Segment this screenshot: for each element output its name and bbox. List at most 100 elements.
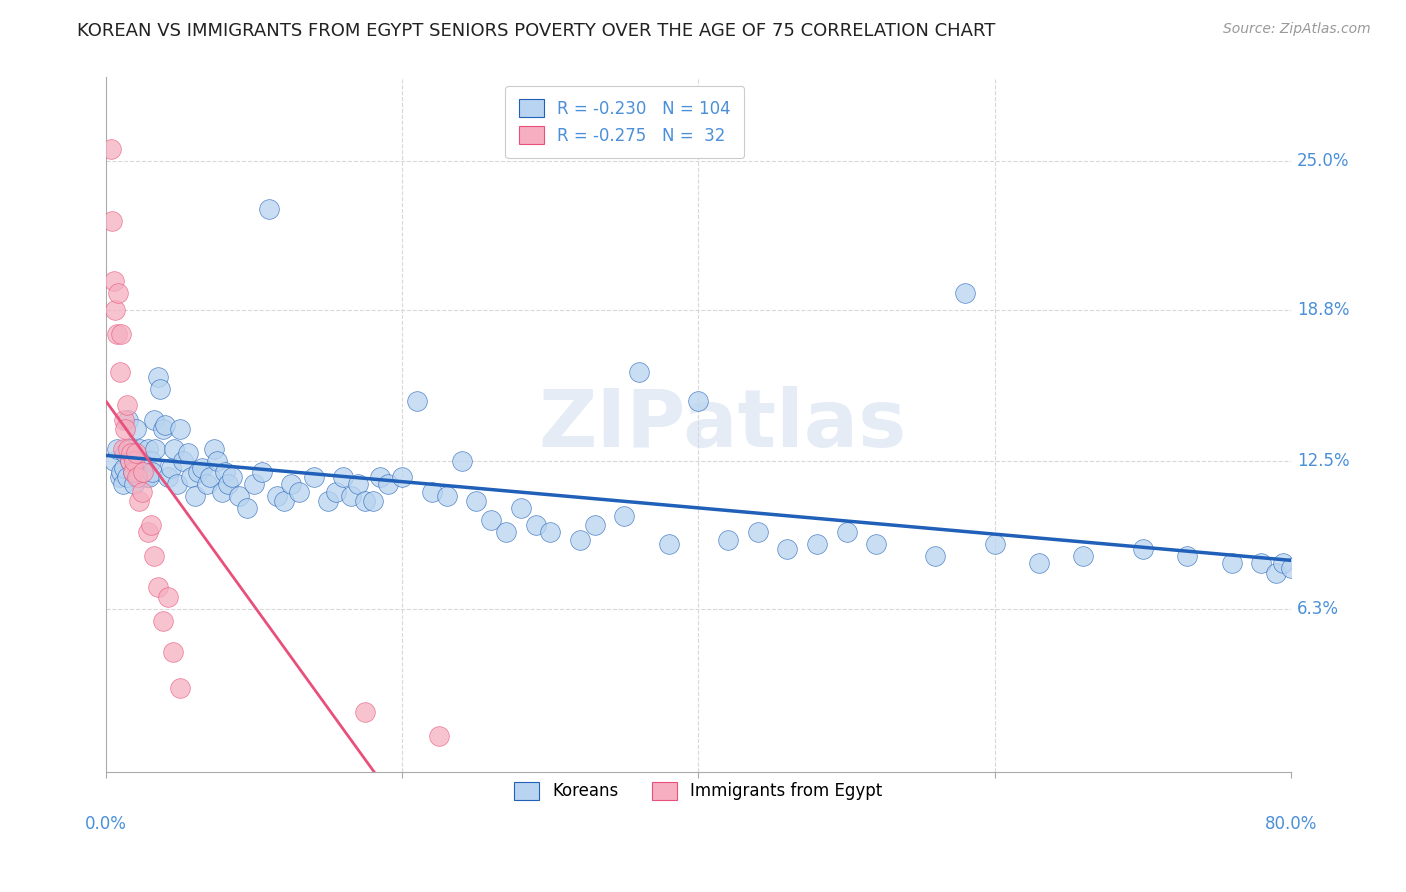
Point — [184, 490, 207, 504]
Point — [131, 484, 153, 499]
Point — [135, 470, 157, 484]
Point — [465, 494, 488, 508]
Point — [155, 417, 177, 432]
Text: Source: ZipAtlas.com: Source: ZipAtlas.com — [1223, 22, 1371, 37]
Point — [124, 477, 146, 491]
Point — [125, 422, 148, 436]
Point — [169, 681, 191, 695]
Legend: Koreans, Immigrants from Egypt: Koreans, Immigrants from Egypt — [502, 770, 894, 812]
Point — [406, 393, 429, 408]
Text: KOREAN VS IMMIGRANTS FROM EGYPT SENIORS POVERTY OVER THE AGE OF 75 CORRELATION C: KOREAN VS IMMIGRANTS FROM EGYPT SENIORS … — [77, 22, 995, 40]
Point — [132, 466, 155, 480]
Point — [1028, 557, 1050, 571]
Point — [524, 518, 547, 533]
Point — [1279, 561, 1302, 575]
Point — [124, 453, 146, 467]
Point — [166, 477, 188, 491]
Point — [172, 453, 194, 467]
Point — [143, 442, 166, 456]
Point — [128, 494, 150, 508]
Point — [104, 302, 127, 317]
Point — [139, 518, 162, 533]
Point — [1220, 557, 1243, 571]
Point — [628, 365, 651, 379]
Point — [217, 477, 239, 491]
Point — [613, 508, 636, 523]
Point — [142, 413, 165, 427]
Point — [103, 453, 125, 467]
Point — [128, 470, 150, 484]
Point — [1073, 549, 1095, 564]
Point — [865, 537, 887, 551]
Point — [236, 501, 259, 516]
Point — [221, 470, 243, 484]
Point — [117, 413, 139, 427]
Point — [924, 549, 946, 564]
Point — [569, 533, 592, 547]
Point — [658, 537, 681, 551]
Point — [114, 422, 136, 436]
Text: 6.3%: 6.3% — [1296, 600, 1339, 618]
Point — [273, 494, 295, 508]
Point — [436, 490, 458, 504]
Point — [207, 453, 229, 467]
Point — [187, 466, 209, 480]
Point — [1132, 542, 1154, 557]
Point — [105, 442, 128, 456]
Point — [162, 645, 184, 659]
Point — [1264, 566, 1286, 580]
Point — [118, 453, 141, 467]
Point — [100, 142, 122, 156]
Point — [368, 470, 391, 484]
Point — [583, 518, 606, 533]
Text: 0.0%: 0.0% — [86, 815, 127, 833]
Point — [339, 490, 361, 504]
Point — [112, 413, 135, 427]
Point — [115, 399, 138, 413]
Point — [1272, 557, 1295, 571]
Point — [180, 470, 202, 484]
Point — [122, 466, 145, 480]
Point — [429, 729, 451, 743]
Point — [717, 533, 740, 547]
Point — [688, 393, 710, 408]
Point — [169, 422, 191, 436]
Point — [354, 494, 377, 508]
Point — [163, 442, 186, 456]
Point — [1250, 557, 1272, 571]
Point — [450, 453, 472, 467]
Point — [391, 470, 413, 484]
Point — [176, 446, 198, 460]
Point — [318, 494, 340, 508]
Point — [125, 446, 148, 460]
Text: 12.5%: 12.5% — [1296, 451, 1350, 469]
Point — [127, 470, 149, 484]
Point — [114, 446, 136, 460]
Point — [122, 466, 145, 480]
Point — [108, 470, 131, 484]
Point — [538, 525, 561, 540]
Point — [257, 202, 280, 216]
Point — [120, 442, 142, 456]
Point — [141, 466, 163, 480]
Point — [146, 369, 169, 384]
Point — [747, 525, 769, 540]
Point — [105, 326, 128, 341]
Point — [325, 484, 347, 499]
Point — [132, 466, 155, 480]
Point — [228, 490, 250, 504]
Point — [134, 453, 156, 467]
Point — [195, 477, 218, 491]
Point — [148, 382, 170, 396]
Point — [103, 274, 125, 288]
Point — [806, 537, 828, 551]
Point — [377, 477, 399, 491]
Point — [131, 460, 153, 475]
Point — [211, 484, 233, 499]
Point — [157, 590, 180, 604]
Point — [129, 442, 152, 456]
Point — [983, 537, 1005, 551]
Point — [157, 470, 180, 484]
Point — [202, 442, 225, 456]
Text: 18.8%: 18.8% — [1296, 301, 1350, 318]
